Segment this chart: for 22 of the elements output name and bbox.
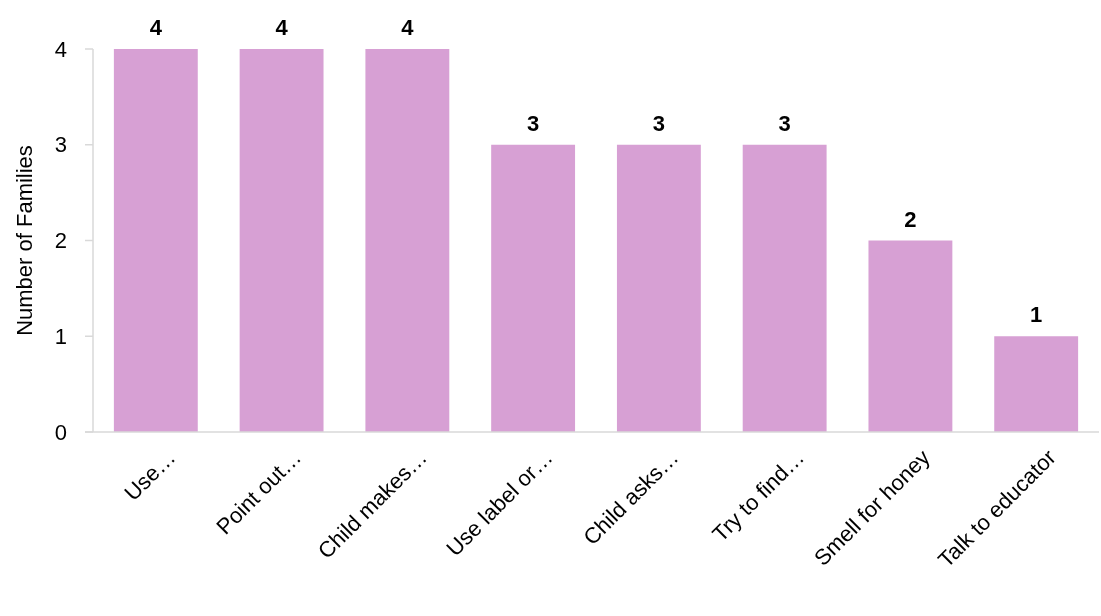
data-label: 2 bbox=[904, 206, 917, 232]
data-label: 3 bbox=[652, 110, 666, 136]
y-tick-label: 1 bbox=[54, 323, 67, 349]
bar bbox=[239, 49, 324, 432]
y-tick-label: 2 bbox=[54, 228, 67, 254]
bar bbox=[742, 144, 827, 432]
bar bbox=[616, 144, 701, 432]
y-tick-label: 3 bbox=[54, 132, 67, 158]
data-label: 4 bbox=[149, 15, 163, 40]
bar bbox=[994, 336, 1079, 432]
y-tick-label: 4 bbox=[54, 36, 67, 62]
y-tick-label: 0 bbox=[54, 419, 67, 445]
y-axis-title: Number of Families bbox=[12, 145, 37, 336]
bar bbox=[113, 49, 198, 432]
data-label: 1 bbox=[1030, 302, 1043, 328]
bar bbox=[491, 144, 576, 432]
data-label: 3 bbox=[778, 110, 791, 136]
data-label: 3 bbox=[526, 110, 540, 136]
data-label: 4 bbox=[275, 15, 289, 40]
bar bbox=[365, 49, 450, 432]
bar bbox=[868, 240, 953, 432]
data-label: 4 bbox=[401, 15, 415, 40]
